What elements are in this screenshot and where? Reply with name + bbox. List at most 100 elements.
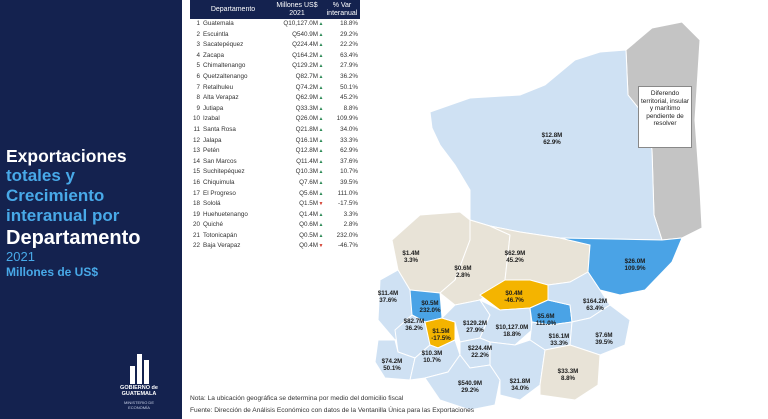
table-row: 19 Huehuetenango Q1.4M ▲ 3.3% — [190, 210, 360, 221]
cell-name: Huehuetenango — [203, 210, 248, 218]
header-millones: Millones US$ 2021 — [276, 1, 318, 17]
department-table: Departamento Millones US$ 2021 % Var int… — [190, 0, 360, 252]
map-label-guatemala: $10,127.0M 18.8% — [492, 324, 532, 338]
logo-line-2: GUATEMALA — [121, 391, 157, 397]
cell-value: Q16.1M — [295, 136, 318, 144]
cell-pct: -17.5% — [338, 200, 358, 208]
map-label-value: $11.4M — [377, 290, 399, 297]
cell-name: Izabal — [203, 115, 220, 123]
trend-up-icon: ▲ — [318, 179, 324, 186]
cell-pct: 2.8% — [343, 221, 358, 229]
cell-value: Q164.2M — [292, 51, 318, 59]
map-label-value: $0.4M — [505, 290, 523, 297]
cell-value: Q74.2M — [295, 83, 318, 91]
table-row: 5 Chimaltenango Q129.2M ▲ 27.9% — [190, 61, 360, 72]
table-row: 9 Jutiapa Q33.3M ▲ 8.8% — [190, 104, 360, 115]
table-row: 10 Izabal Q26.0M ▲ 109.9% — [190, 114, 360, 125]
cell-department: 6 Quetzaltenango — [190, 72, 276, 83]
cell-pct: 34.0% — [340, 125, 358, 133]
title-line-1: Exportaciones — [6, 146, 127, 166]
table-row: 11 Santa Rosa Q21.8M ▲ 34.0% — [190, 125, 360, 136]
cell-value: Q0.4M — [299, 242, 318, 250]
cell-department: 12 Jalapa — [190, 136, 276, 147]
table-row: 14 San Marcos Q11.4M ▲ 37.6% — [190, 157, 360, 168]
trend-up-icon: ▲ — [318, 52, 324, 59]
map-label-retalhuleu: $74.2M 50.1% — [372, 358, 412, 372]
title-year: 2021 — [6, 249, 35, 264]
cell-rank: 5 — [196, 62, 200, 70]
map-label-value: $7.6M — [595, 332, 613, 339]
map-label-pct: 33.3% — [550, 340, 568, 347]
cell-name: Sacatepéquez — [203, 41, 244, 49]
cell-rank: 6 — [196, 72, 200, 80]
region-izabal — [559, 237, 683, 296]
dispute-note: Diferendo territorial, insular y marítim… — [638, 86, 692, 148]
map-label-totonicapan: $0.5M 232.0% — [410, 300, 450, 314]
cell-value: Q7.6M — [299, 178, 318, 186]
trend-up-icon: ▲ — [318, 190, 324, 197]
cell-pct: 111.0% — [337, 189, 358, 197]
cell-value: Q540.9M — [292, 30, 318, 38]
map-label-escuintla: $540.9M 29.2% — [450, 380, 490, 394]
cell-name: Petén — [203, 147, 220, 155]
table-row: 1 Guatemala Q10,127.0M ▲ 18.8% — [190, 19, 360, 30]
map-label-izabal: $26.0M 109.9% — [615, 258, 655, 272]
map-label-pct: 111.0% — [535, 320, 557, 327]
trend-up-icon: ▲ — [318, 63, 324, 70]
map-label-zacapa: $164.2M 63.4% — [575, 298, 615, 312]
map-label-pct: 27.9% — [466, 327, 484, 334]
map-label-huehuetenango: $1.4M 3.3% — [391, 250, 431, 264]
map-label-pct: 50.1% — [383, 365, 401, 372]
cell-value: Q10,127.0M — [283, 20, 318, 27]
map-label-suchitepequez: $10.3M 10.7% — [412, 350, 452, 364]
cell-value: Q129.2M — [292, 62, 318, 70]
cell-name: Retalhuleu — [203, 83, 234, 91]
map-label-sacatepequez: $224.4M 22.2% — [460, 345, 500, 359]
cell-value: Q82.7M — [295, 72, 318, 80]
map-label-value: $129.2M — [462, 320, 488, 327]
map-label-pct: 63.4% — [586, 305, 604, 312]
cell-value: Q1.4M — [299, 210, 318, 218]
cell-value: Q0.5M — [299, 231, 318, 239]
cell-rank: 10 — [192, 115, 200, 123]
cell-pct: 10.7% — [340, 168, 358, 176]
trend-up-icon: ▲ — [318, 95, 324, 102]
cell-value: Q0.6M — [299, 221, 318, 229]
region-santa-rosa — [489, 339, 546, 401]
cell-name: Quiché — [203, 221, 223, 229]
cell-value: Q1.5M — [299, 200, 318, 208]
cell-rank: 13 — [192, 147, 200, 155]
map-label-chiquimula: $7.6M 39.5% — [584, 332, 624, 346]
cell-pct: 29.2% — [340, 30, 358, 38]
table-row: 7 Retalhuleu Q74.2M ▲ 50.1% — [190, 83, 360, 94]
cell-name: Baja Verapaz — [203, 242, 241, 250]
logo-text: GOBIERNO de GUATEMALA — [116, 385, 162, 397]
cell-rank: 20 — [192, 221, 200, 229]
cell-pct: 8.8% — [343, 104, 358, 112]
map-label-pct: 2.8% — [455, 272, 471, 279]
table-row: 20 Quiché Q0.6M ▲ 2.8% — [190, 220, 360, 231]
map-label-value: $1.4M — [402, 250, 420, 257]
table-row: 16 Chiquimula Q7.6M ▲ 39.5% — [190, 178, 360, 189]
cell-rank: 21 — [192, 231, 200, 239]
map-label-pct: 232.0% — [419, 307, 441, 314]
cell-pct: 39.5% — [340, 178, 358, 186]
cell-department: 17 El Progreso — [190, 189, 276, 200]
table-row: 15 Suchitepéquez Q10.3M ▲ 10.7% — [190, 167, 360, 178]
cell-department: 7 Retalhuleu — [190, 83, 276, 94]
cell-name: Jutiapa — [203, 104, 224, 112]
map-label-value: $0.6M — [454, 265, 472, 272]
table-row: 13 Petén Q12.8M ▲ 62.9% — [190, 146, 360, 157]
title-line-3: Crecimiento — [6, 186, 105, 205]
trend-up-icon: ▲ — [318, 158, 324, 165]
cell-value: Q12.8M — [295, 147, 318, 155]
title-panel: Exportaciones totales y Crecimiento inte… — [0, 0, 182, 419]
trend-up-icon: ▲ — [318, 21, 324, 27]
cell-pct: 27.9% — [340, 62, 358, 70]
map-label-value: $33.3M — [557, 368, 579, 375]
region-peten — [429, 49, 663, 241]
map-label-pct: 10.7% — [423, 357, 441, 364]
region-jutiapa — [539, 344, 601, 401]
trend-up-icon: ▲ — [318, 211, 324, 218]
logo-bars-icon — [130, 354, 150, 384]
